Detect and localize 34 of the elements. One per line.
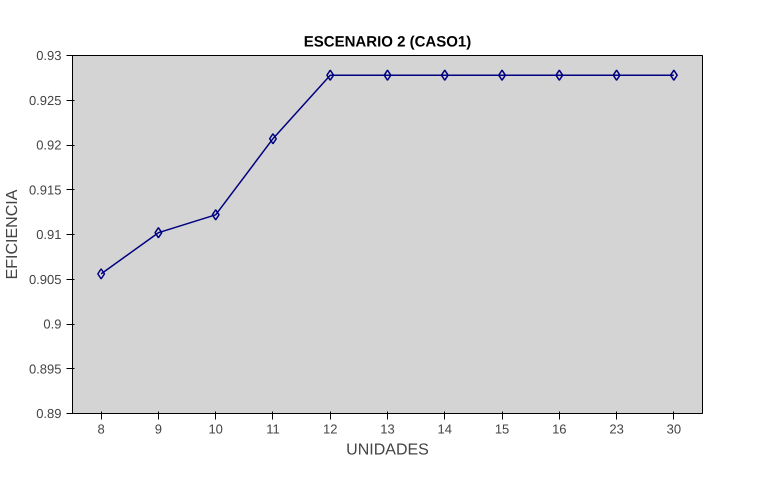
y-tick-label: 0.93 bbox=[36, 48, 62, 63]
y-tick-label: 0.91 bbox=[36, 227, 62, 242]
point bbox=[440, 69, 449, 81]
x-tick-label: 14 bbox=[438, 422, 452, 436]
point bbox=[268, 132, 278, 144]
x-tick-label: 16 bbox=[552, 422, 567, 436]
y-tick-label: 0.9 bbox=[43, 316, 62, 332]
y-tick-label: 0.92 bbox=[36, 138, 62, 152]
y-tick-label: 0.905 bbox=[28, 272, 62, 287]
x-tick-label: 23 bbox=[609, 422, 624, 436]
y-tick-label: 0.925 bbox=[28, 92, 62, 108]
x-tick-label: 9 bbox=[154, 422, 162, 436]
y-tick-label: 0.895 bbox=[28, 361, 62, 376]
y-axis-title: EFICIENCIA bbox=[4, 189, 21, 280]
x-tick-label: 15 bbox=[494, 422, 510, 436]
chart-title: ESCENARIO 2 (CASO1) bbox=[304, 34, 472, 50]
point bbox=[612, 69, 621, 81]
x-tick-label: 10 bbox=[208, 422, 223, 436]
x-tick-label: 8 bbox=[98, 422, 105, 436]
x-tick-label: 13 bbox=[380, 422, 395, 436]
point bbox=[383, 69, 392, 81]
point bbox=[555, 69, 564, 81]
point bbox=[326, 69, 334, 81]
x-axis-title: UNIDADES bbox=[346, 442, 429, 458]
point bbox=[498, 69, 506, 81]
y-tick-label: 0.915 bbox=[28, 182, 62, 198]
x-tick-label: 11 bbox=[266, 422, 280, 436]
point bbox=[154, 226, 162, 238]
y-tick-label: 0.89 bbox=[36, 406, 62, 421]
x-tick-label: 12 bbox=[322, 422, 338, 436]
point bbox=[97, 268, 106, 280]
x-tick-label: 30 bbox=[666, 422, 682, 436]
point bbox=[212, 209, 220, 221]
point bbox=[670, 69, 678, 81]
